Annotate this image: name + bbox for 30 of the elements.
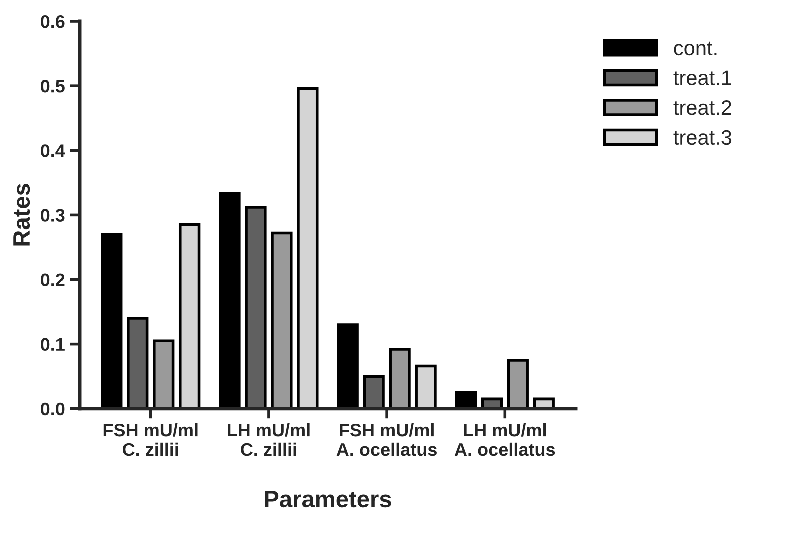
y-axis-title: Rates [14,184,30,246]
y-tick-label: 0.4 [41,144,66,158]
y-tick-label: 0.0 [41,402,65,416]
y-tick-label: 0.3 [41,209,65,222]
bar [245,206,267,409]
bar [127,317,149,409]
x-axis-title: Parameters [265,491,392,508]
y-tick-label: 0.5 [41,80,65,93]
legend-label: treat.3 [674,130,732,146]
bar [271,232,293,409]
y-tick-label: 0.6 [41,15,65,28]
x-tick-label: LH mU/ml C. zillii [228,423,310,456]
bar [297,87,319,409]
bar [219,192,241,409]
x-tick-label: FSH mU/ml A. ocellatus [336,423,437,456]
legend-label: cont. [674,42,717,56]
bar [363,375,385,409]
bar [101,233,123,409]
bar [389,348,411,409]
x-tick-label: FSH mU/ml C. zillii [104,423,198,456]
bar [178,223,201,409]
bar [507,359,529,409]
x-tick-label: LH mU/ml A. ocellatus [454,423,556,456]
bar [153,340,175,409]
legend-label: treat.2 [674,100,732,116]
y-tick-label: 0.1 [41,338,65,352]
bar [337,324,359,409]
y-tick-label: 0.2 [41,274,65,286]
bar [415,364,437,409]
legend-label: treat.1 [674,70,732,86]
